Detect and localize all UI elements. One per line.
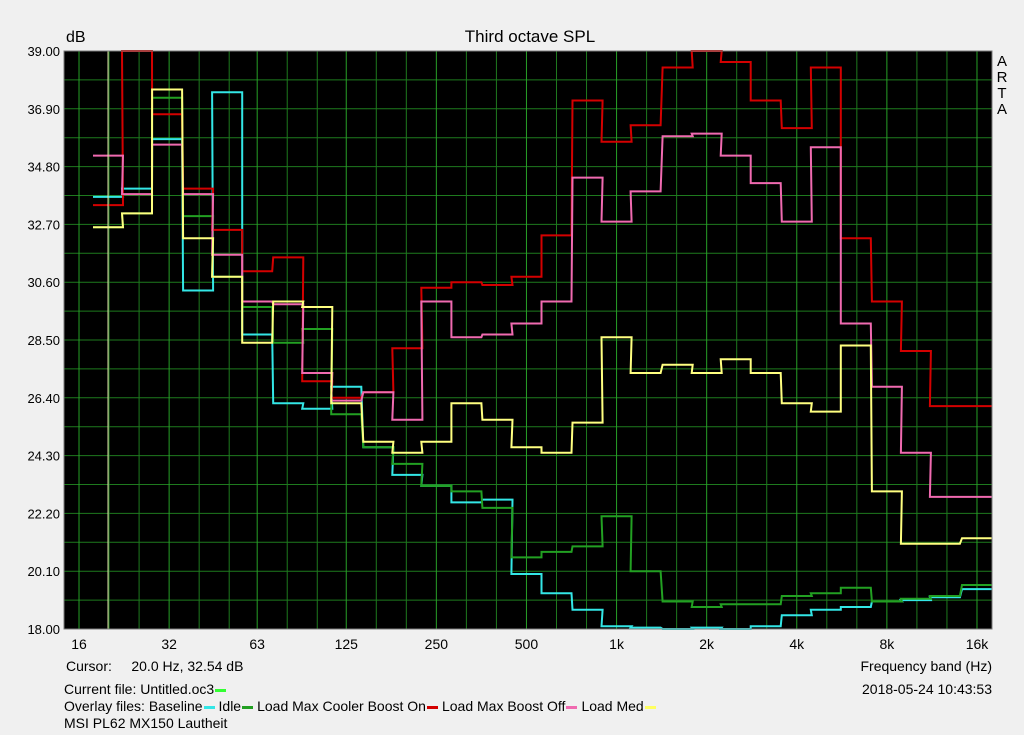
brand-letter: R <box>997 69 1008 86</box>
x-tick-label: 32 <box>161 636 177 650</box>
y-tick-label: 32.70 <box>27 217 60 232</box>
datetime: 2018-05-24 10:43:53 <box>862 681 992 697</box>
current-file-swatch <box>215 688 227 692</box>
overlay-item-name: Baseline <box>148 698 203 714</box>
series-group <box>93 50 992 630</box>
overlay-item-swatch <box>426 705 438 709</box>
y-tick-label: 22.20 <box>27 506 60 521</box>
overlay-item-name: Load Max Boost Off <box>441 698 566 714</box>
caption: MSI PL62 MX150 Lautheit <box>64 715 228 731</box>
x-tick-label: 16k <box>966 636 990 650</box>
overlay-label: Overlay files: <box>64 698 145 714</box>
overlay-item-swatch <box>566 705 578 709</box>
brand-letter: A <box>997 53 1007 70</box>
y-tick-label: 34.80 <box>27 160 60 175</box>
x-tick-label: 63 <box>249 636 265 650</box>
y-axis-unit: dB <box>66 29 86 46</box>
current-file-name: Untitled.oc3 <box>140 681 215 697</box>
brand-letter: A <box>997 101 1007 118</box>
y-tick-label: 26.40 <box>27 391 60 406</box>
overlay-files: Overlay files: Baseline Idle Load Max Cool… <box>64 698 660 714</box>
y-tick-label: 20.10 <box>27 564 60 579</box>
plot-frame <box>63 50 993 630</box>
overlay-item-name: Load Med <box>581 698 644 714</box>
cursor-label: Cursor: <box>66 658 112 674</box>
y-tick-label: 18.00 <box>27 622 60 637</box>
grid <box>64 51 992 629</box>
x-tick-labels: 16 32 63 125 250 500 1k 2k 4k 8k 16k <box>71 636 989 650</box>
overlay-item-swatch <box>242 705 254 709</box>
x-tick-label: 16 <box>71 636 87 650</box>
x-tick-label: 8k <box>879 636 895 650</box>
current-file-label: Current file: <box>64 681 137 697</box>
y-tick-label: 36.90 <box>27 102 60 117</box>
overlay-item-swatch <box>644 705 656 709</box>
frequency-axis-label: Frequency band (Hz) <box>860 658 992 674</box>
x-tick-label: 125 <box>335 636 359 650</box>
brand-letter: T <box>997 85 1006 102</box>
y-tick-labels: 18.00 20.10 22.20 24.30 26.40 28.50 30.60 32.70… <box>27 44 60 637</box>
x-tick-label: 2k <box>699 636 715 650</box>
overlay-item-swatch <box>203 705 215 709</box>
overlay-item-name: Load Max Cooler Boost On <box>257 698 426 714</box>
y-tick-label: 39.00 <box>27 44 60 59</box>
cursor-readout: Cursor: 20.0 Hz, 32.54 dB <box>66 658 243 674</box>
cursor-value: 20.0 Hz, 32.54 dB <box>131 658 244 674</box>
x-tick-label: 4k <box>789 636 805 650</box>
overlay-list: Baseline Idle Load Max Cooler Boost On Load… <box>149 698 660 714</box>
y-tick-label: 28.50 <box>27 333 60 348</box>
current-file: Current file: Untitled.oc3 <box>64 681 230 697</box>
x-tick-label: 500 <box>515 636 539 650</box>
series-line <box>93 88 992 545</box>
x-tick-label: 250 <box>425 636 449 650</box>
y-tick-label: 24.30 <box>27 449 60 464</box>
chart-title: Third octave SPL <box>465 27 595 46</box>
x-tick-label: 1k <box>609 636 625 650</box>
overlay-item-name: Idle <box>218 698 242 714</box>
y-tick-label: 30.60 <box>27 275 60 290</box>
